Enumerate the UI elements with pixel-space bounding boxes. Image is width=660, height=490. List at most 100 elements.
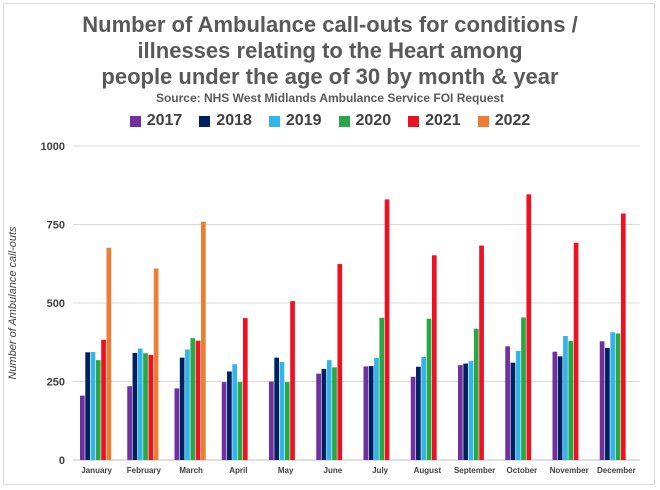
bar-2019-october <box>515 351 521 460</box>
bar-2018-december <box>605 347 610 460</box>
bar-2020-july <box>379 317 385 460</box>
bar-2017-april <box>221 382 227 460</box>
x-tick-label: March <box>179 466 203 475</box>
bar-2021-july <box>384 199 390 460</box>
chart-title-line-1: Number of Ambulance call-outs for condit… <box>82 12 578 37</box>
y-axis-title: Number of Ambulance call-outs <box>7 226 19 380</box>
bar-2020-june <box>332 367 337 460</box>
bar-2019-april <box>232 364 238 460</box>
legend-item-2020: 2020 <box>338 112 392 130</box>
legend-label: 2018 <box>216 112 252 129</box>
bar-2021-may <box>290 301 295 460</box>
bar-2020-november <box>568 340 574 460</box>
bar-2021-august <box>431 255 437 460</box>
bar-2020-december <box>615 333 621 460</box>
x-tick-label: June <box>324 466 343 475</box>
bar-2018-october <box>510 362 516 460</box>
legend-label: 2022 <box>494 112 531 129</box>
bar-2017-august <box>410 376 416 460</box>
legend-label: 2017 <box>146 112 183 129</box>
bar-2022-january <box>106 247 112 460</box>
y-tick-label: 750 <box>47 220 65 232</box>
x-tick-label: February <box>127 466 162 475</box>
bar-2021-october <box>526 194 532 460</box>
bar-2018-september <box>463 363 468 460</box>
legend-swatch <box>199 115 211 127</box>
bar-2018-may <box>274 357 279 460</box>
bar-2017-june <box>316 373 321 460</box>
chart-legend: 2017 2018 2019 2020 2021 2022 <box>0 112 660 130</box>
legend-label: 2020 <box>355 112 392 129</box>
bar-2019-january <box>90 351 96 460</box>
bar-2018-march <box>179 357 185 460</box>
legend-label: 2021 <box>425 112 461 129</box>
bar-2019-march <box>185 349 190 460</box>
bar-2017-february <box>127 386 132 460</box>
bar-2021-june <box>337 264 343 460</box>
bar-2021-february <box>148 354 154 460</box>
bar-2018-april <box>227 371 232 460</box>
x-tick-label: April <box>229 466 247 475</box>
bar-2018-february <box>132 352 138 460</box>
bar-2021-january <box>101 339 106 460</box>
bar-2019-november <box>563 335 568 460</box>
legend-swatch <box>338 115 350 127</box>
bar-2017-september <box>458 365 463 460</box>
x-tick-label: July <box>372 466 389 475</box>
x-tick-label: December <box>597 466 636 475</box>
bar-2017-january <box>80 395 85 460</box>
bar-2018-november <box>557 356 563 460</box>
bar-2017-december <box>599 341 605 460</box>
bar-2022-march <box>201 221 206 460</box>
bar-2017-march <box>174 388 180 460</box>
bar-2021-november <box>573 242 579 460</box>
legend-swatch <box>129 115 141 127</box>
y-tick-label: 1000 <box>41 141 65 153</box>
bar-2019-may <box>279 362 285 460</box>
chart-title-line-2: illnesses relating to the Heart among <box>137 38 523 63</box>
bar-2019-june <box>326 360 332 460</box>
bar-2020-january <box>95 360 101 460</box>
legend-item-2019: 2019 <box>268 112 322 130</box>
chart-subtitle: Source: NHS West Midlands Ambulance Serv… <box>155 91 505 105</box>
bar-2020-march <box>190 338 196 460</box>
legend-label: 2019 <box>285 112 322 129</box>
y-tick-label: 250 <box>47 377 65 389</box>
legend-item-2017: 2017 <box>129 112 183 130</box>
bar-2017-may <box>269 381 274 460</box>
bar-2019-july <box>374 357 379 460</box>
bar-2019-september <box>468 361 474 460</box>
bar-2020-september <box>473 328 479 460</box>
bar-2021-march <box>195 340 201 460</box>
x-tick-label: October <box>507 466 538 475</box>
legend-swatch <box>268 115 280 127</box>
legend-item-2022: 2022 <box>477 112 531 130</box>
bar-2017-october <box>505 346 510 460</box>
bar-2018-january <box>85 352 90 460</box>
bar-2019-december <box>610 332 616 460</box>
bar-2018-june <box>321 368 327 460</box>
bar-2020-may <box>284 382 290 460</box>
x-tick-label: January <box>81 466 112 475</box>
legend-swatch <box>477 115 489 127</box>
bar-2020-february <box>143 353 148 460</box>
bar-2021-september <box>479 245 484 460</box>
bar-2017-july <box>363 366 369 460</box>
legend-item-2021: 2021 <box>408 112 461 130</box>
bar-2022-february <box>153 268 159 460</box>
bar-2019-february <box>137 348 143 460</box>
x-tick-label: May <box>278 466 294 475</box>
bar-2017-november <box>552 351 558 460</box>
bar-2019-august <box>421 357 427 460</box>
y-tick-label: 0 <box>59 455 65 467</box>
bar-2021-december <box>620 213 626 460</box>
bar-2021-april <box>242 318 248 460</box>
legend-item-2018: 2018 <box>199 112 252 130</box>
bar-2018-august <box>416 366 421 460</box>
x-tick-label: September <box>454 466 495 475</box>
x-tick-label: August <box>414 466 442 475</box>
bar-2018-july <box>368 366 374 460</box>
x-tick-label: November <box>550 466 589 475</box>
bar-2020-october <box>521 317 526 460</box>
